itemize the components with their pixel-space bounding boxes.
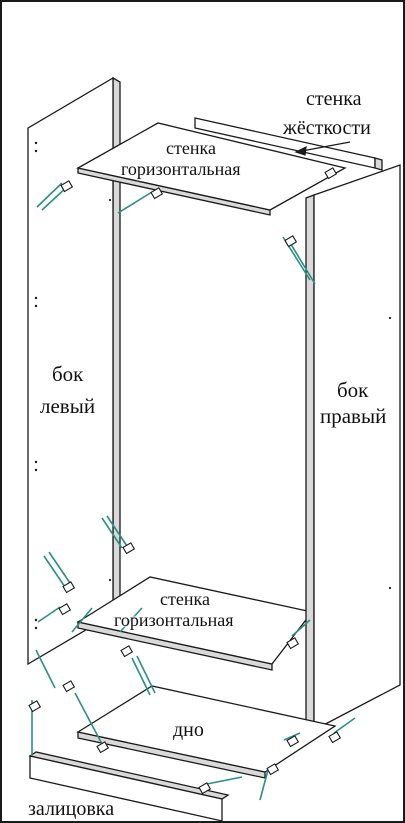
left-side-label-line2: левый xyxy=(40,394,96,418)
rigidity-panel xyxy=(194,117,383,171)
rigidity-leader-arrow xyxy=(294,141,351,156)
connector-lines xyxy=(31,182,356,801)
middle-shelf-label-line1: стенка xyxy=(160,589,210,609)
top-horizontal-shelf xyxy=(76,122,347,216)
plinth-label: залицовка xyxy=(28,798,115,820)
hardware-parts xyxy=(28,167,342,795)
left-side-label-line1: бок xyxy=(52,362,84,386)
bottom-panel xyxy=(76,685,337,779)
top-shelf-label-line2: горизонтальная xyxy=(121,159,241,179)
rigidity-label-line1: стенка xyxy=(306,88,362,110)
top-shelf-label-line1: стенка xyxy=(166,138,216,158)
middle-shelf-label-line2: горизонтальная xyxy=(114,610,234,630)
right-side-panel xyxy=(305,164,401,734)
bottom-panel-label: дно xyxy=(173,719,204,741)
right-side-label-line1: бок xyxy=(337,378,369,402)
dowel-holes xyxy=(34,141,392,630)
left-side-panel xyxy=(27,76,121,666)
right-side-label-line2: правый xyxy=(320,404,387,428)
plinth-panel xyxy=(28,751,230,822)
rigidity-label-line2: жёсткости xyxy=(283,117,371,139)
